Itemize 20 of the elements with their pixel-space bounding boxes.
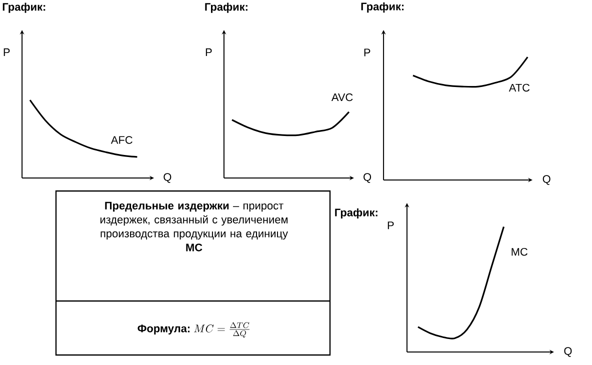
- y-axis-title: P: [4, 48, 10, 56]
- x-axis-title: Q: [164, 173, 172, 183]
- text: $MC=\frac{\Delta TC}{\Delta Q}$: [194, 322, 250, 338]
- series-label: ATC: [508, 84, 530, 92]
- x-axis-title: Q: [564, 347, 572, 357]
- chart-title: График:: [2, 2, 46, 13]
- y-axis-title: P: [388, 222, 394, 230]
- y-axis-title: P: [206, 48, 212, 56]
- chart-title: График:: [205, 2, 248, 13]
- text: MC: [186, 244, 202, 252]
- text: Формула:: [138, 324, 190, 334]
- text: Предельные издержки – прирост издержек, связанный с увеличением производства продукции на единицу: [100, 202, 288, 240]
- chart-title: График:: [361, 2, 404, 13]
- series-label: AFC: [110, 136, 132, 144]
- x-axis-title: Q: [542, 175, 550, 185]
- series-label: AVC: [331, 93, 353, 102]
- y-axis-title: P: [364, 48, 370, 56]
- chart-title: График:: [335, 208, 378, 219]
- series-label: MC: [512, 248, 528, 256]
- x-axis-title: Q: [364, 173, 372, 183]
